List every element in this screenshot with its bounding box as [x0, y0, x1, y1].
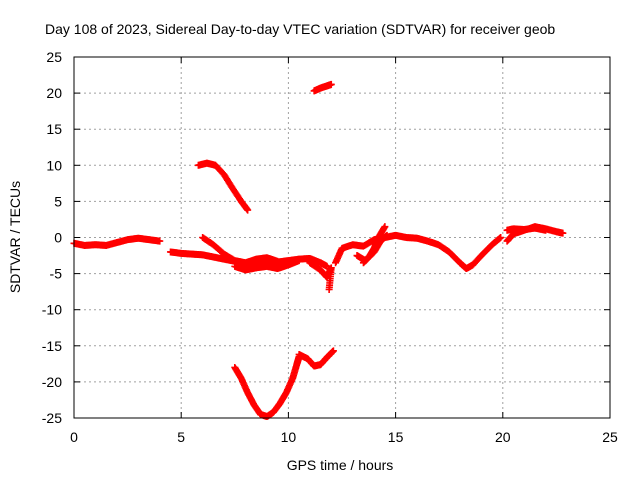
y-axis-title: SDTVAR / TECUs [7, 181, 23, 293]
series-arc-5 [231, 257, 303, 274]
series-arc-9 [295, 347, 337, 370]
tick-labels: 0 5 10 15 20 25 -25 -20 -15 -10 -5 0 5 10 15 20 25 [42, 49, 618, 445]
data-point [274, 257, 282, 265]
y-tick-label: -25 [42, 410, 62, 426]
y-tick-label: 20 [46, 85, 62, 101]
data-point [381, 223, 389, 231]
data-point [383, 231, 391, 239]
y-tick-label: -15 [42, 338, 62, 354]
y-tick-label: -20 [42, 374, 62, 390]
series-arc-14 [503, 224, 550, 234]
x-tick-label: 25 [602, 429, 618, 445]
y-tick-label: -10 [42, 302, 62, 318]
axis-ticks [73, 56, 611, 419]
y-tick-label: 5 [54, 193, 62, 209]
series-arc-12 [353, 231, 391, 265]
series-arc-1 [70, 234, 164, 249]
series-arc-7 [310, 80, 335, 95]
chart-title: Day 108 of 2023, Sidereal Day-to-day VTE… [45, 21, 555, 37]
y-tick-label: 0 [54, 230, 62, 246]
data-points [70, 80, 567, 421]
series-arc-8 [231, 353, 303, 421]
data-point [325, 285, 333, 293]
y-tick-label: -5 [50, 266, 63, 282]
x-tick-label: 20 [495, 429, 511, 445]
data-point [497, 234, 505, 241]
series-arc-6 [306, 259, 335, 293]
x-tick-label: 10 [281, 429, 297, 445]
data-point [329, 347, 337, 355]
data-point [542, 226, 550, 234]
x-tick-label: 15 [388, 429, 404, 445]
data-point [295, 257, 303, 265]
y-tick-label: 15 [46, 121, 62, 137]
x-tick-label: 5 [177, 429, 185, 445]
y-tick-label: 10 [46, 157, 62, 173]
series-arc-4 [199, 234, 282, 267]
x-tick-label: 0 [70, 429, 78, 445]
grid [74, 57, 610, 418]
data-point [559, 229, 567, 237]
data-point [156, 237, 164, 245]
data-point [244, 206, 252, 214]
series-arc-3 [194, 159, 252, 214]
series-arc-10 [332, 231, 505, 273]
y-tick-label: 25 [46, 49, 62, 65]
data-point [323, 262, 331, 270]
data-point [327, 80, 335, 88]
x-axis-title: GPS time / hours [287, 457, 394, 473]
